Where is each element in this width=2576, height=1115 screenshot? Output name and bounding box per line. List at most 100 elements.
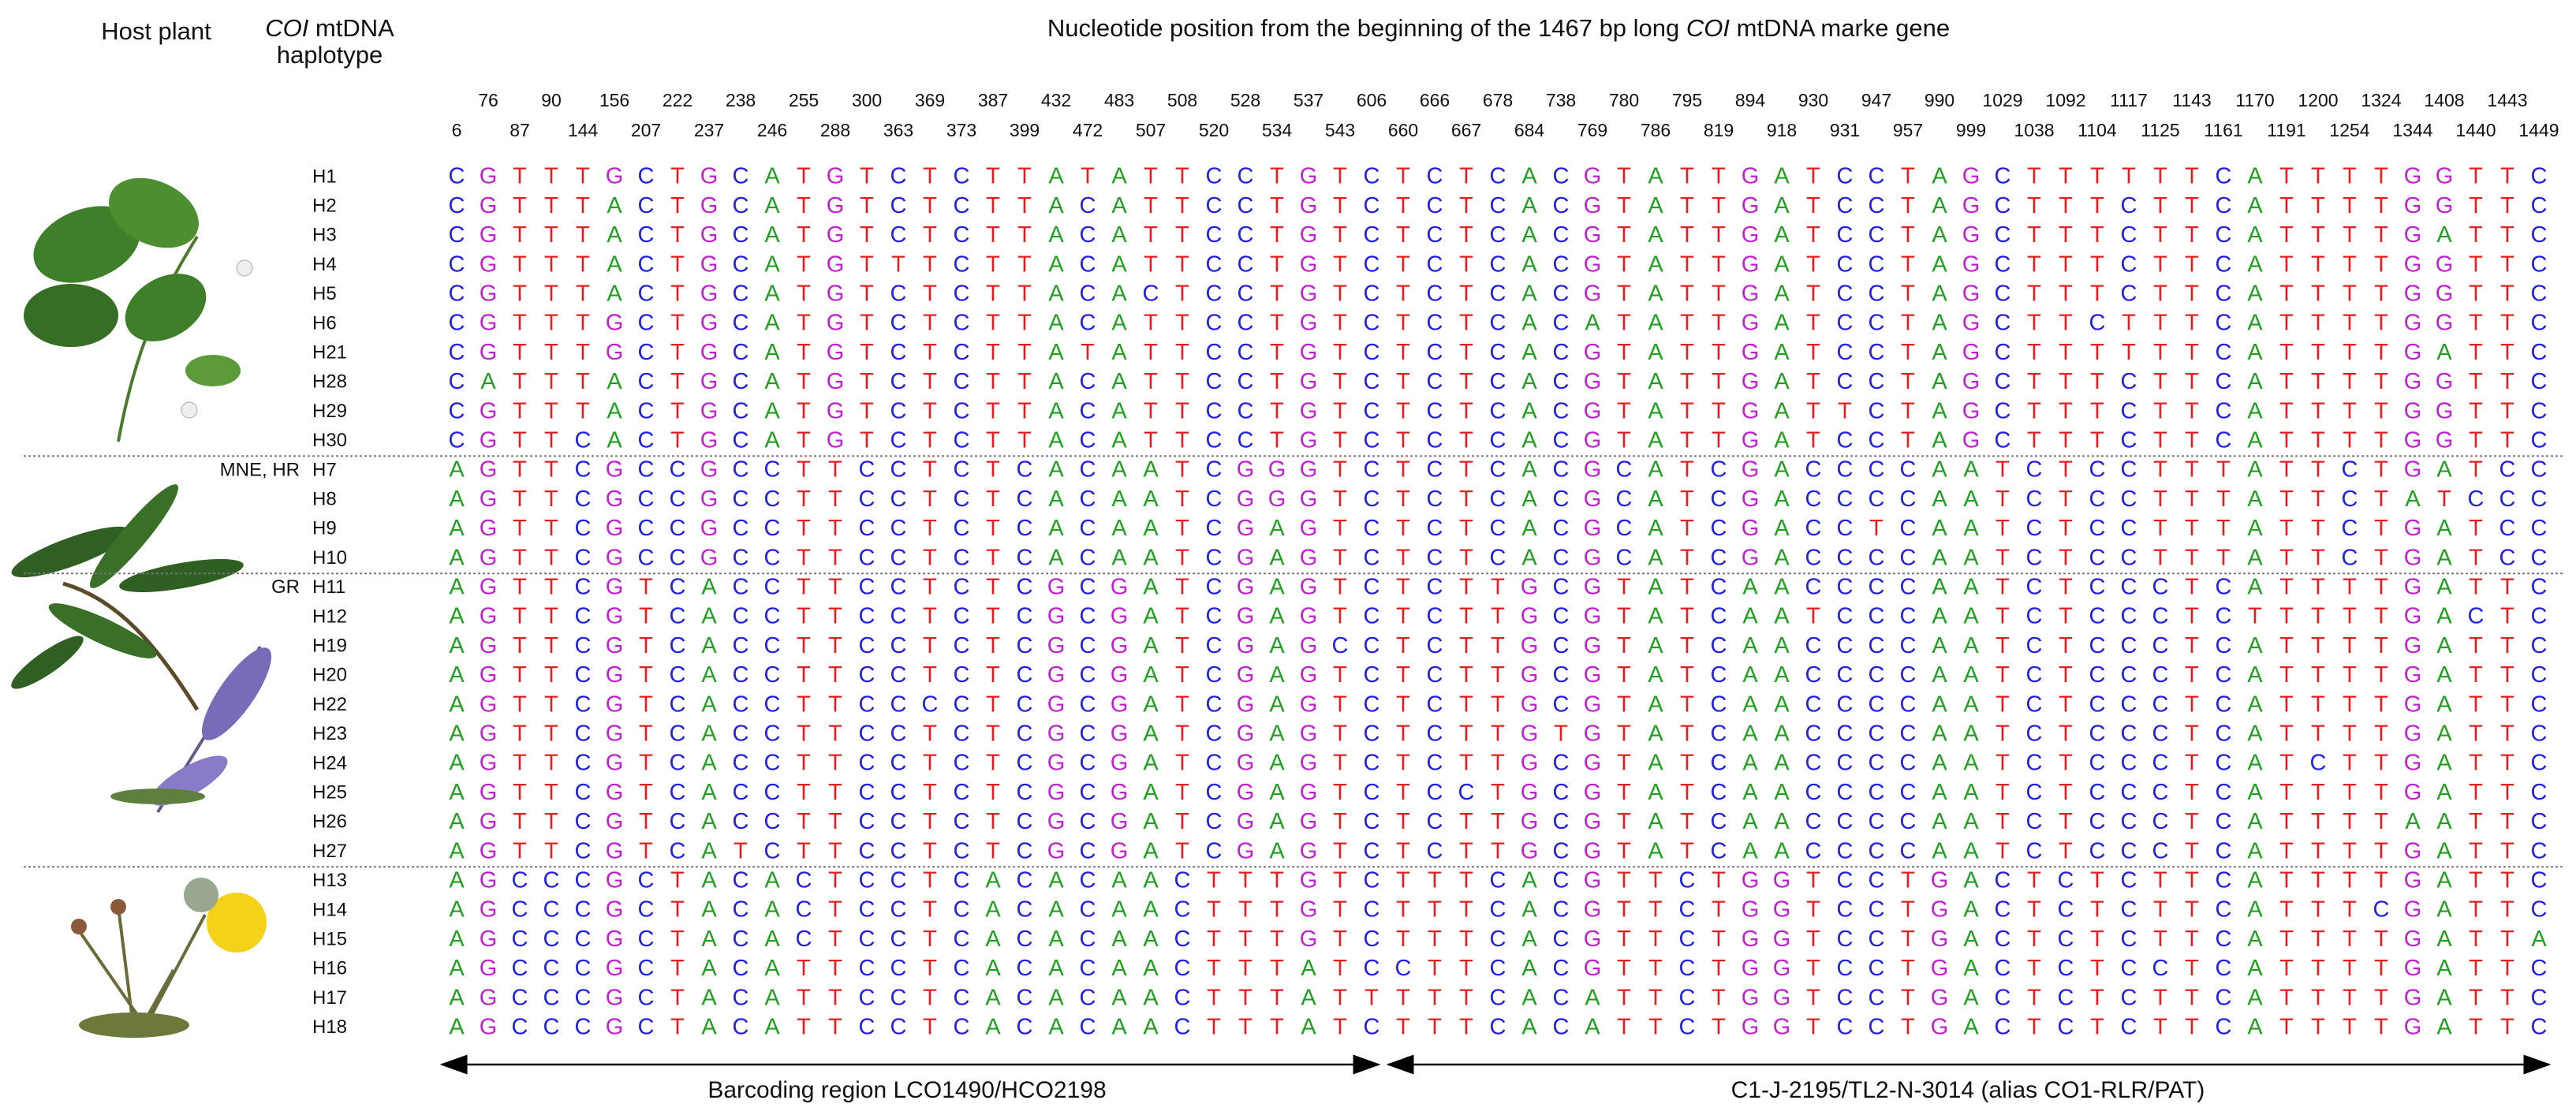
haplotype-label: H20 [312, 665, 347, 686]
base: T [1617, 838, 1631, 863]
base: T [2279, 516, 2294, 541]
base: C [2342, 516, 2358, 541]
base: G [1047, 662, 1066, 688]
base: T [513, 487, 527, 512]
haplotype-label: H26 [312, 811, 347, 833]
base: G [1047, 809, 1066, 834]
base: C [1080, 927, 1096, 952]
haplotype-label: H22 [312, 694, 347, 715]
base: T [1396, 897, 1410, 923]
base: A [449, 457, 465, 483]
base: A [1521, 487, 1537, 512]
base: T [2059, 838, 2073, 863]
base: A [2247, 927, 2263, 952]
base: T [1680, 780, 1694, 805]
base: G [480, 662, 498, 688]
base: T [639, 780, 653, 805]
base: A [985, 897, 1001, 923]
base: T [923, 311, 937, 336]
base: C [1711, 692, 1727, 717]
base: T [1270, 222, 1284, 248]
base: C [1206, 340, 1223, 365]
base: C [890, 311, 907, 336]
base: G [1742, 252, 1760, 277]
base: C [638, 457, 655, 483]
haplotype-label: H23 [312, 723, 347, 744]
base: A [2247, 692, 2263, 717]
base: T [2469, 252, 2483, 277]
base: C [764, 545, 781, 570]
base: C [1995, 427, 2011, 453]
base: T [2185, 662, 2199, 688]
base: T [828, 545, 842, 570]
base: G [1521, 574, 1539, 599]
base: T [1901, 897, 1915, 923]
base: A [701, 956, 717, 981]
base: A [1963, 574, 1979, 599]
base: T [513, 427, 527, 453]
base: T [2311, 574, 2325, 599]
base: A [1932, 311, 1947, 336]
base: T [1175, 692, 1189, 717]
base: G [1742, 985, 1760, 1010]
base: T [2153, 252, 2167, 277]
base: T [2374, 574, 2388, 599]
base: G [1237, 838, 1255, 863]
base: T [639, 574, 653, 599]
base: A [1774, 780, 1790, 805]
base: G [1300, 398, 1318, 423]
base: T [1995, 780, 2010, 805]
base: C [2089, 487, 2106, 512]
base: C [1427, 662, 1443, 688]
position-label: 300 [852, 90, 882, 110]
base: C [954, 281, 970, 306]
base: T [1017, 340, 1032, 365]
base: G [1742, 545, 1760, 570]
base: C [1553, 692, 1570, 717]
base: A [764, 164, 780, 189]
base: C [2216, 281, 2232, 306]
base: T [2279, 838, 2294, 863]
base: G [606, 956, 624, 981]
base: C [1017, 809, 1033, 834]
base: C [1869, 662, 1885, 688]
base: T [513, 809, 527, 834]
base: T [1680, 281, 1694, 306]
base: C [2216, 604, 2232, 629]
base: C [2152, 721, 2169, 746]
base: C [2531, 956, 2548, 981]
base: T [2153, 427, 2167, 453]
base: A [2247, 487, 2263, 512]
base: T [2374, 311, 2388, 336]
base: C [2373, 897, 2390, 923]
base: T [1396, 193, 1410, 218]
base: G [2404, 692, 2422, 717]
base: T [1617, 222, 1631, 248]
base: A [1143, 956, 1159, 981]
base: C [575, 780, 592, 805]
base: T [2059, 516, 2073, 541]
base: T [2059, 252, 2073, 277]
base: T [1175, 222, 1189, 248]
base: T [2090, 1014, 2104, 1039]
base: T [1995, 545, 2010, 570]
base: A [1269, 633, 1285, 658]
base: T [2374, 281, 2388, 306]
base: C [954, 867, 970, 893]
base: C [2121, 780, 2137, 805]
base: C [1553, 780, 1570, 805]
base: T [1806, 956, 1820, 981]
base: C [859, 809, 875, 834]
base: T [513, 692, 527, 717]
base: T [1459, 867, 1473, 893]
base: C [1427, 193, 1443, 218]
base: C [1490, 985, 1506, 1010]
base: T [1175, 164, 1189, 189]
base: T [2185, 545, 2199, 570]
base: C [1837, 604, 1854, 629]
base: C [764, 662, 781, 688]
base: A [2247, 751, 2263, 776]
base: C [1837, 1014, 1854, 1039]
base: T [797, 956, 811, 981]
base: T [2343, 1014, 2357, 1039]
